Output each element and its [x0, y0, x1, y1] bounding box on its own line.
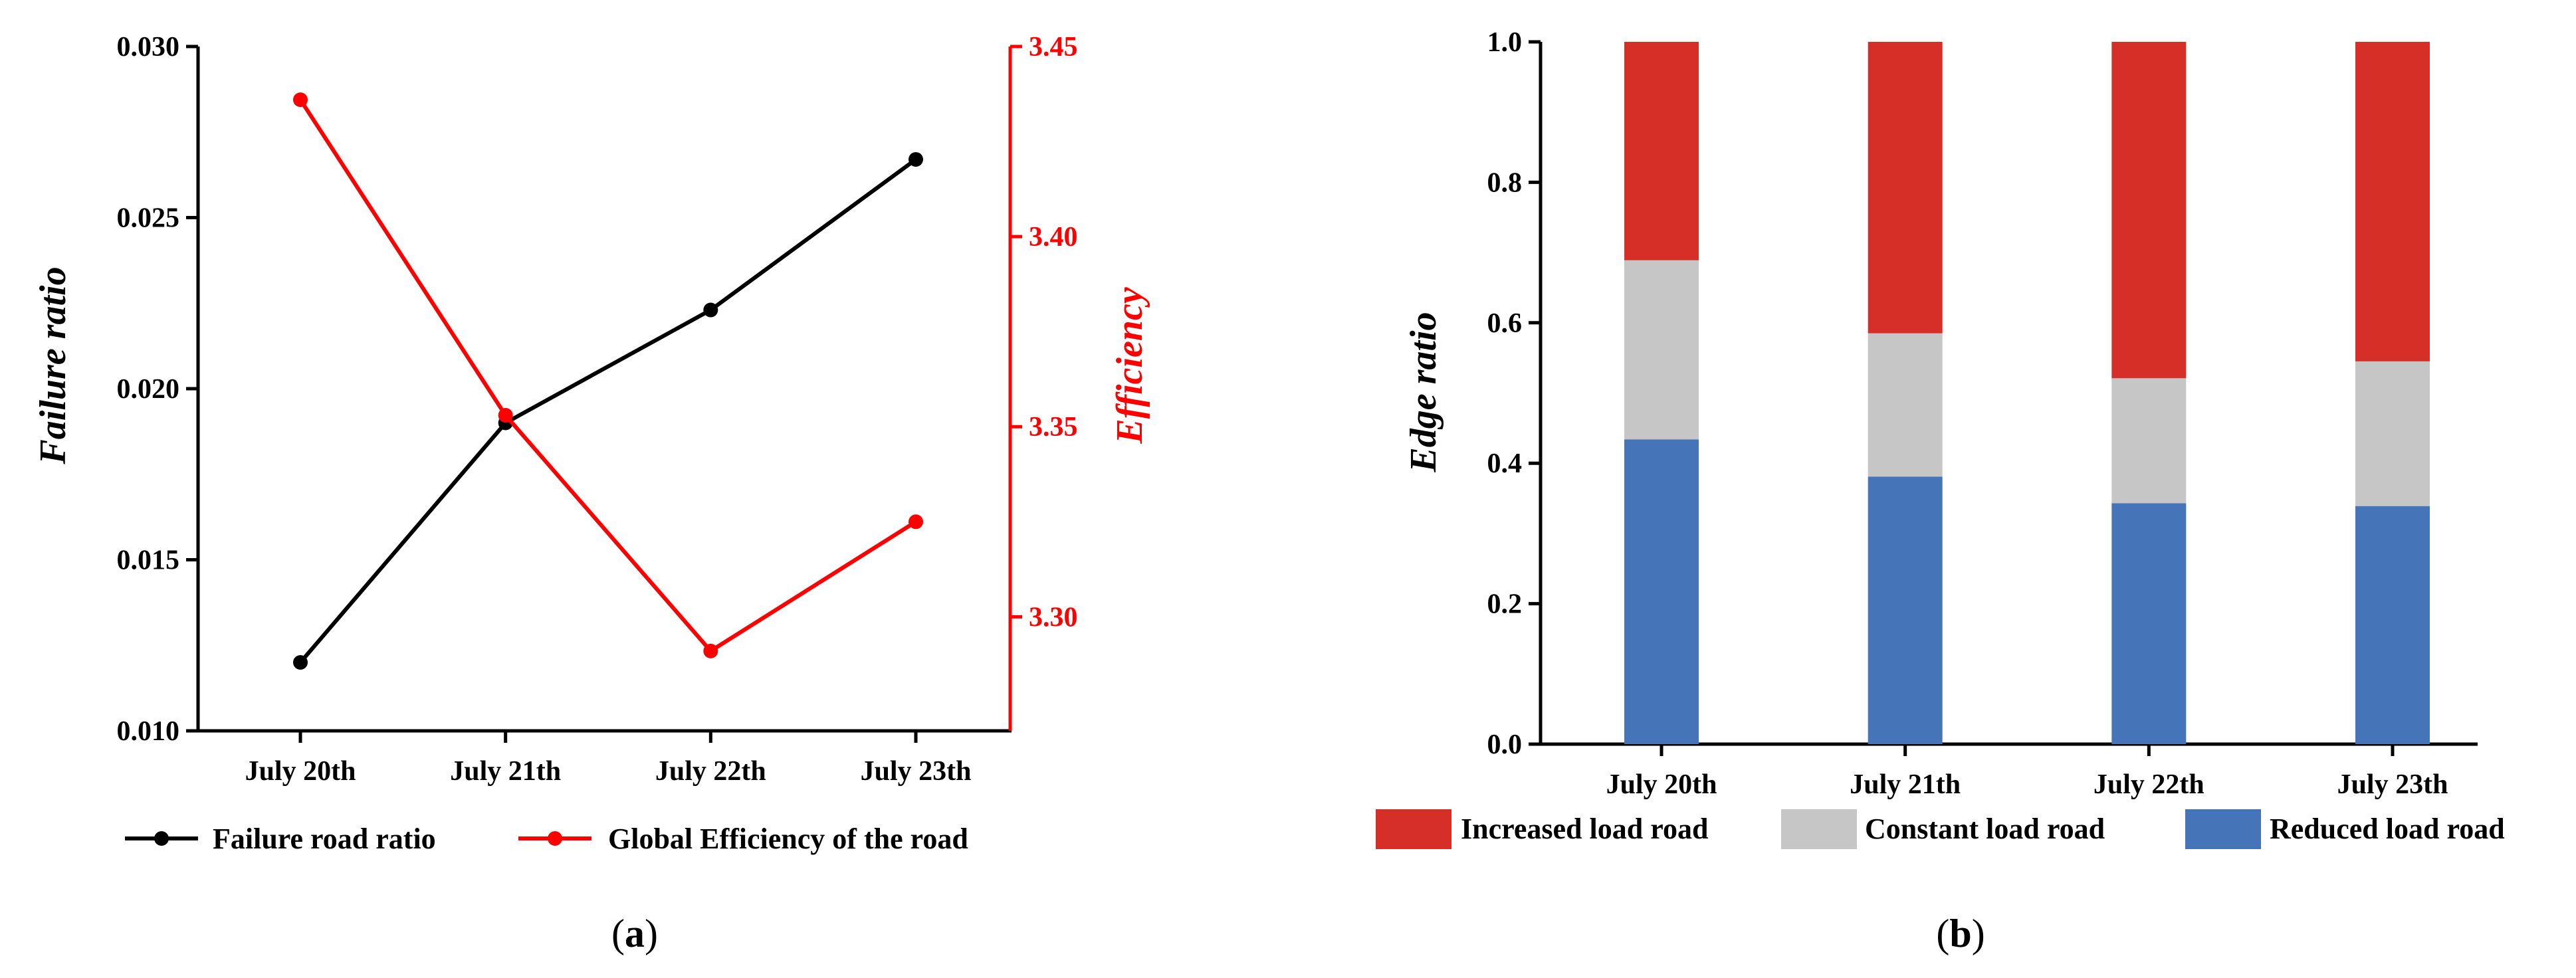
panel-a-left-tick-label: 0.025: [117, 203, 180, 234]
panel-a-data-point: [909, 151, 923, 167]
panel-b-bar-segment: [2355, 361, 2430, 506]
panel-b-bars: [1624, 42, 2430, 744]
panel-a-left-tick-label: 0.010: [117, 716, 180, 747]
panel-a-legend-marker: [548, 831, 562, 846]
panel-b-y-axis-title: Edge ratio: [1403, 312, 1444, 472]
panel-b-bar-segment: [2111, 378, 2187, 504]
panel-b-bar-segment: [2355, 506, 2430, 744]
panel-a-left-tick-label: 0.030: [117, 32, 180, 62]
panel-b-bar-segment: [1624, 42, 1699, 260]
panel-b-x-tick-label: July 23th: [2337, 769, 2448, 800]
panel-a-label: (a): [611, 912, 658, 955]
panel-a-data-point: [703, 643, 718, 658]
panel-a-series: [293, 92, 923, 670]
panel-a-right-tick-label: 3.30: [1029, 602, 1078, 633]
panel-b-y-tick-label: 0.8: [1487, 167, 1523, 198]
panel-b-label: (b): [1936, 912, 1985, 955]
panel-a-right-tick-label: 3.40: [1029, 222, 1078, 252]
panel-a-left-tick-label: 0.015: [117, 545, 180, 576]
panel-a-legend-marker: [154, 831, 169, 846]
panel-a-data-point: [703, 302, 718, 318]
panel-b-legend-label: Constant load road: [1865, 813, 2105, 845]
panel-b-bar-segment: [2111, 42, 2187, 379]
panel-a-legend-label: Failure road ratio: [213, 823, 436, 855]
panel-a-series-line: [298, 98, 917, 654]
panel-b-bar-segment: [1868, 476, 1943, 744]
panel-a-data-point: [293, 655, 308, 670]
panel-a-axes: 0.010 0.015 0.020 0.025 0.030 3.30 3.35 3.40 3.4…: [117, 32, 1078, 787]
panel-b-y-tick-label: 0.4: [1487, 448, 1523, 479]
panel-a-right-tick-label: 3.35: [1029, 412, 1078, 442]
panel-a-data-point: [909, 514, 923, 530]
panel-b-bar-segment: [2111, 503, 2187, 744]
panel-a-line-chart: 0.010 0.015 0.020 0.025 0.030 3.30 3.35 3.40 3.4…: [33, 32, 1150, 955]
panel-b-legend-swatch: [1376, 809, 1451, 849]
panel-b-legend-swatch: [2185, 809, 2261, 849]
panel-b-x-tick-label: July 22th: [2093, 769, 2204, 800]
panel-a-x-tick-label: July 20th: [245, 756, 356, 787]
panel-a-x-tick-label: July 23th: [861, 756, 972, 787]
panel-b-legend-label: Increased load road: [1461, 813, 1708, 845]
panel-b-legend-swatch: [1781, 809, 1857, 849]
panel-a-x-tick-label: July 21th: [450, 756, 561, 787]
panel-a-legend: Failure road ratio Global Efficiency of t…: [125, 823, 968, 855]
panel-b-axes: 0.0 0.2 0.4 0.6 0.8 1.0 July 20th July 21th July…: [1487, 27, 2478, 800]
panel-b-y-tick-label: 0.0: [1487, 730, 1523, 760]
panel-a-left-axis-title: Failure ratio: [33, 266, 74, 464]
panel-b-bar-segment: [1624, 439, 1699, 744]
panel-b-stacked-bar-chart: 0.0 0.2 0.4 0.6 0.8 1.0 July 20th July 21th July…: [1376, 27, 2505, 955]
panel-b-bar-segment: [1868, 333, 1943, 477]
panel-b-x-tick-label: July 20th: [1606, 769, 1717, 800]
panel-b-y-tick-label: 1.0: [1487, 27, 1523, 58]
panel-b-y-tick-label: 0.2: [1487, 589, 1523, 620]
panel-b-bar-segment: [1868, 42, 1943, 334]
panel-b-legend-label: Reduced load road: [2270, 813, 2505, 845]
panel-b-y-tick-label: 0.6: [1487, 308, 1523, 339]
panel-b-bar-segment: [2355, 42, 2430, 361]
panel-b-legend: Increased load road Constant load road Red…: [1376, 809, 2505, 849]
panel-a-data-point: [498, 408, 513, 423]
panel-b-bar-segment: [1624, 260, 1699, 440]
panel-a-series-line: [298, 157, 917, 664]
panel-a-data-point: [293, 92, 308, 108]
panel-a-legend-label: Global Efficiency of the road: [608, 823, 968, 855]
panel-b-x-tick-label: July 21th: [1850, 769, 1961, 800]
panel-a-left-tick-label: 0.020: [117, 374, 180, 405]
panel-a-x-tick-label: July 22th: [655, 756, 766, 787]
panel-a-right-axis-title: Efficiency: [1109, 286, 1150, 444]
panel-a-right-tick-label: 3.45: [1029, 32, 1078, 62]
